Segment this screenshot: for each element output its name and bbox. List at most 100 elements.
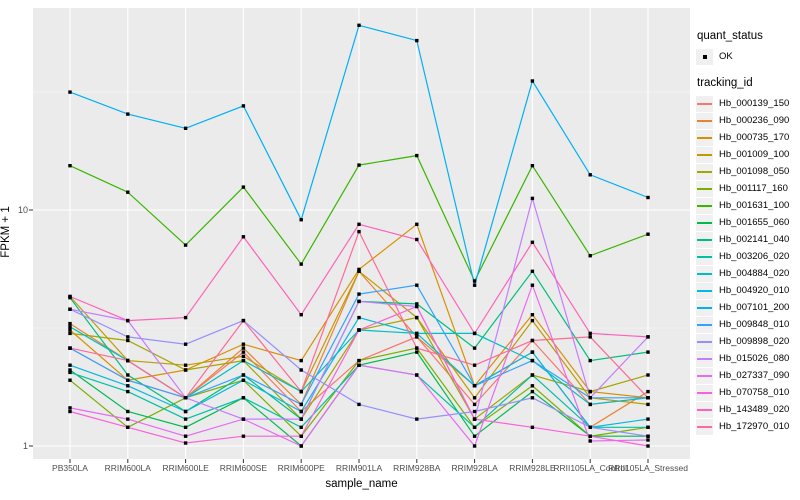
legend-item-label: Hb_172970_010	[719, 421, 790, 432]
data-point	[126, 409, 130, 414]
legend-item-label: Hb_015026_080	[719, 353, 790, 364]
legend-item-Hb_003206_020: Hb_003206_020	[696, 248, 800, 265]
data-point	[415, 373, 419, 377]
x-axis-title: sample_name	[325, 478, 398, 490]
data-point	[68, 370, 72, 375]
data-point	[183, 417, 188, 421]
y-tick-label: 1	[22, 441, 28, 451]
data-point	[241, 350, 246, 354]
legend-key-line-icon	[696, 350, 713, 367]
legend-item-label: Hb_001117_160	[719, 183, 788, 194]
data-point	[415, 315, 419, 320]
data-point	[299, 358, 303, 363]
legend-item-Hb_070758_010: Hb_070758_010	[696, 384, 800, 401]
data-point	[415, 331, 419, 336]
legend-key-line-icon	[696, 367, 713, 384]
legend-key-line-icon	[696, 248, 713, 265]
legend-item-label: Hb_001098_050	[719, 166, 790, 177]
data-point	[530, 358, 535, 363]
data-point	[588, 173, 592, 177]
legend-item-Hb_001117_160: Hb_001117_160	[696, 180, 800, 197]
legend-item-label: Hb_002141_040	[719, 234, 790, 245]
data-point	[530, 318, 535, 323]
data-point	[357, 269, 361, 273]
legend-key-line-icon	[696, 95, 713, 112]
data-point	[183, 243, 188, 247]
tracking-id-legend-list: Hb_000139_150 Hb_000236_090 Hb_000735_170 H…	[696, 95, 800, 435]
data-point	[472, 425, 477, 429]
legend-item-Hb_001655_060: Hb_001655_060	[696, 214, 800, 231]
data-point	[415, 222, 419, 226]
data-point	[415, 346, 419, 350]
legend-item-label: Hb_143489_020	[719, 404, 790, 415]
data-point	[415, 417, 419, 421]
data-point	[357, 292, 361, 296]
data-point	[415, 283, 419, 287]
legend-item-label: Hb_070758_010	[719, 387, 790, 398]
data-point	[472, 434, 477, 438]
legend-title-tracking-id: tracking_id	[697, 77, 753, 89]
x-tick-label: RRIM928LE	[509, 463, 556, 473]
chart-legend: quant_status OK tracking_id Hb_000139_15…	[696, 30, 800, 435]
data-point	[68, 378, 72, 382]
data-point	[241, 378, 246, 382]
legend-item-Hb_143489_020: Hb_143489_020	[696, 401, 800, 418]
x-tick-label: RRIM600LE	[162, 463, 209, 473]
legend-item-Hb_172970_010: Hb_172970_010	[696, 418, 800, 435]
data-point	[646, 425, 650, 429]
data-point	[472, 444, 477, 448]
data-point	[588, 254, 592, 258]
data-point	[126, 358, 130, 363]
data-point	[126, 373, 130, 377]
data-point	[588, 434, 592, 438]
data-point	[415, 304, 419, 309]
data-point	[646, 396, 650, 400]
data-point	[241, 354, 246, 358]
legend-item-Hb_027337_090: Hb_027337_090	[696, 367, 800, 384]
data-point	[415, 335, 419, 339]
legend-item-label: Hb_004884_020	[719, 268, 790, 279]
data-point	[357, 222, 361, 226]
legend-item-label: Hb_001631_100	[719, 200, 790, 211]
data-point	[126, 425, 130, 429]
legend-key-line-icon	[696, 418, 713, 435]
legend-key-line-icon	[696, 129, 713, 146]
data-point	[530, 313, 535, 317]
data-point	[68, 363, 72, 367]
data-point	[241, 434, 246, 438]
data-point	[68, 164, 72, 168]
x-tick-label: RRII105LA_Control	[553, 463, 628, 473]
legend-key-line-icon	[696, 299, 713, 316]
data-point	[299, 313, 303, 317]
legend-item-Hb_015026_080: Hb_015026_080	[696, 350, 800, 367]
data-point	[472, 283, 477, 287]
x-tick-label: PB350LA	[52, 463, 88, 473]
legend-item-Hb_001631_100: Hb_001631_100	[696, 197, 800, 214]
data-point	[357, 23, 361, 27]
legend-item-Hb_009898_020: Hb_009898_020	[696, 333, 800, 350]
data-point	[530, 350, 535, 354]
legend-item-label: Hb_007101_200	[719, 302, 790, 313]
legend-item-label: Hb_003206_020	[719, 251, 790, 262]
data-point	[299, 434, 303, 438]
data-point	[183, 368, 188, 372]
x-tick-label: RRIM600PE	[277, 463, 325, 473]
data-point	[68, 331, 72, 336]
data-point	[68, 325, 72, 329]
legend-item-Hb_000139_150: Hb_000139_150	[696, 95, 800, 112]
data-point	[530, 425, 535, 429]
data-point	[530, 283, 535, 287]
legend-key-line-icon	[696, 231, 713, 248]
data-point	[357, 163, 361, 167]
legend-item-label: Hb_001655_060	[719, 217, 790, 228]
data-point	[183, 315, 188, 320]
data-point	[472, 331, 477, 336]
legend-key-line-icon	[696, 316, 713, 333]
data-point	[588, 402, 592, 407]
data-point	[183, 409, 188, 414]
data-point	[530, 338, 535, 343]
data-point	[126, 384, 130, 388]
data-point	[183, 425, 188, 429]
data-point	[241, 373, 246, 377]
